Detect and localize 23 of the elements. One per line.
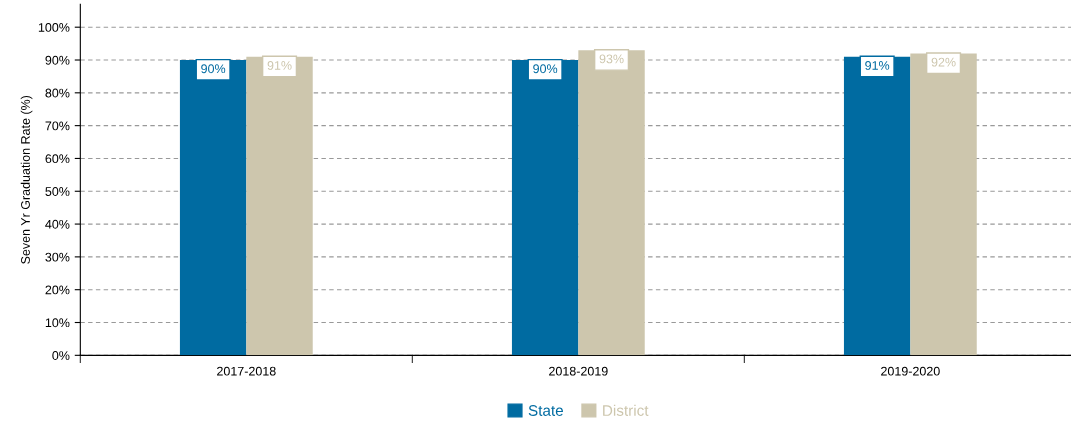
x-tick-label: 2017-2018 [217,366,276,376]
y-tick-label: 30% [45,252,70,262]
data-label: 90% [201,64,226,74]
data-label: 90% [533,64,558,74]
y-tick-label: 40% [45,219,70,229]
y-tick-label: 80% [45,88,70,98]
y-tick-label: 60% [45,154,70,164]
legend-label: State [528,405,563,416]
legend-label: District [603,404,649,416]
y-tick-label: 90% [45,55,70,65]
y-tick-label: 20% [45,285,70,295]
x-tick-label: 2019-2020 [881,366,940,376]
data-label: 91% [267,61,292,70]
y-tick-label: 70% [45,121,70,131]
data-label: 91% [865,61,890,70]
data-label: 92% [931,57,956,67]
y-tick-label: 10% [45,318,70,328]
y-axis-title: Seven Yr Graduation Rate (%) [20,95,33,264]
x-tick-label: 2018-2019 [549,366,608,376]
y-tick-label: 0% [52,351,70,360]
data-label: 93% [599,54,624,64]
y-tick-label: 50% [45,187,70,196]
y-tick-label: 100% [38,23,70,32]
